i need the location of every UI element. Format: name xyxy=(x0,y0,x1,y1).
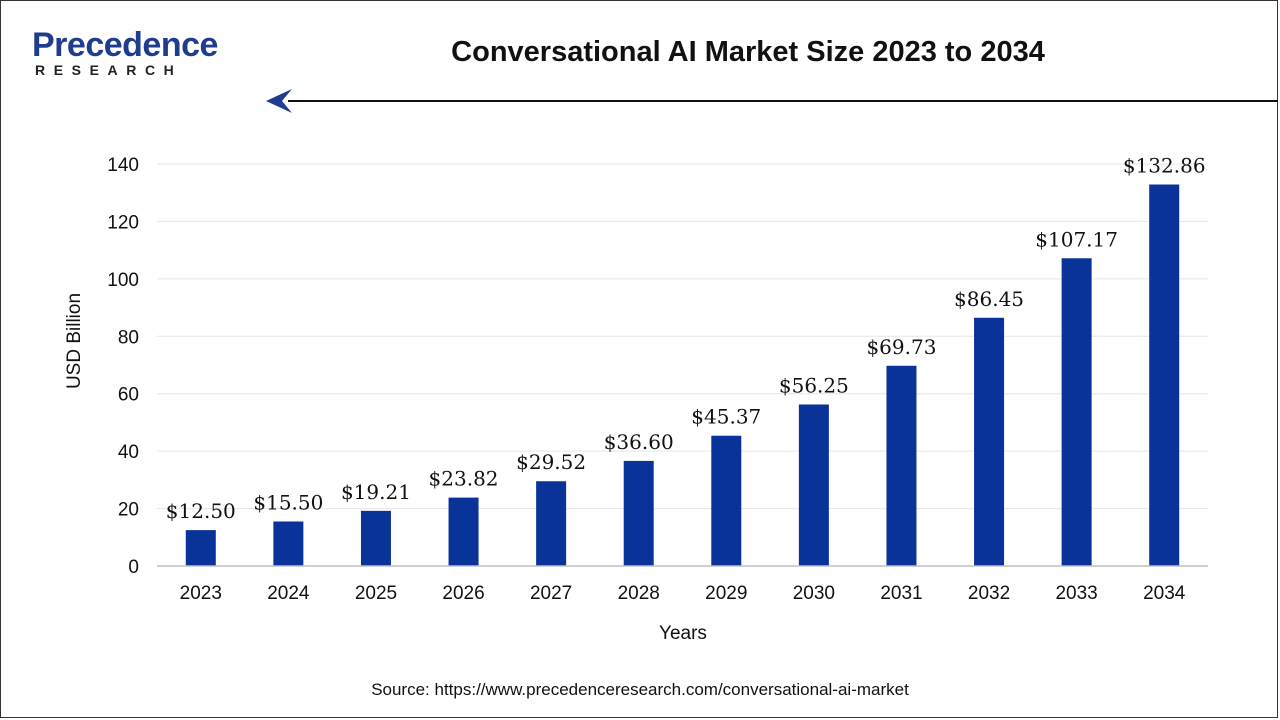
data-label-2026: $23.82 xyxy=(429,467,499,491)
data-label-2027: $29.52 xyxy=(516,450,586,474)
y-tick-label: 0 xyxy=(128,557,139,578)
y-tick-label: 100 xyxy=(107,270,139,291)
y-tick-label: 40 xyxy=(118,442,139,463)
bar-2030 xyxy=(798,404,829,566)
data-label-2034: $132.86 xyxy=(1123,154,1206,178)
data-label-2024: $15.50 xyxy=(253,490,323,514)
x-tick-label-2031: 2031 xyxy=(880,583,922,604)
x-tick-label-2028: 2028 xyxy=(618,583,660,604)
brand-sub: RESEARCH xyxy=(35,62,183,78)
bar-2025 xyxy=(360,510,391,566)
data-labels: $12.50 $15.50 $19.21 $23.82 $29.52 $36.60 $45.… xyxy=(166,154,1206,524)
brand-name: Precedence xyxy=(32,26,218,64)
data-label-2023: $12.50 xyxy=(166,499,236,523)
data-label-2033: $107.17 xyxy=(1035,227,1118,251)
bar-2032 xyxy=(974,317,1005,566)
bar-2026 xyxy=(448,497,479,566)
x-tick-label-2026: 2026 xyxy=(442,583,484,604)
bars xyxy=(185,184,1180,566)
source-note: Source: https://www.precedenceresearch.c… xyxy=(371,680,909,699)
bar-2024 xyxy=(273,521,304,566)
y-axis-title: USD Billion xyxy=(64,293,85,389)
x-tick-label-2032: 2032 xyxy=(968,583,1010,604)
x-tick-label-2029: 2029 xyxy=(705,583,747,604)
x-axis-ticks: 2023 2024 2025 2026 2027 2028 2029 2030 2031 2032… xyxy=(180,583,1186,604)
bar-2027 xyxy=(536,481,567,566)
data-label-2028: $36.60 xyxy=(604,430,674,454)
y-tick-label: 20 xyxy=(118,500,139,521)
bar-2031 xyxy=(886,365,917,566)
x-tick-label-2025: 2025 xyxy=(355,583,397,604)
bar-2029 xyxy=(711,435,742,566)
x-axis-title: Years xyxy=(659,623,707,644)
data-label-2025: $19.21 xyxy=(341,480,411,504)
x-tick-label-2030: 2030 xyxy=(793,583,835,604)
chart-title: Conversational AI Market Size 2023 to 20… xyxy=(451,36,1045,68)
data-label-2031: $69.73 xyxy=(866,335,936,359)
data-label-2032: $86.45 xyxy=(954,287,1024,311)
y-tick-label: 140 xyxy=(107,155,139,176)
grid-lines xyxy=(157,163,1208,510)
bar-2033 xyxy=(1061,258,1092,566)
bar-2034 xyxy=(1149,184,1180,566)
x-tick-label-2027: 2027 xyxy=(530,583,572,604)
arrow-left-icon xyxy=(266,89,292,113)
x-tick-label-2023: 2023 xyxy=(180,583,222,604)
data-label-2030: $56.25 xyxy=(779,373,849,397)
y-tick-label: 60 xyxy=(118,385,139,406)
brand-logo: Precedence RESEARCH xyxy=(32,26,232,82)
y-axis-ticks: 0 20 40 60 80 100 120 140 xyxy=(107,155,139,578)
x-tick-label-2033: 2033 xyxy=(1055,583,1097,604)
data-label-2029: $45.37 xyxy=(691,405,761,429)
x-tick-label-2034: 2034 xyxy=(1143,583,1186,604)
bar-2028 xyxy=(623,460,654,566)
y-tick-label: 80 xyxy=(118,327,139,348)
header-line xyxy=(266,89,1278,113)
y-tick-label: 120 xyxy=(107,212,139,233)
x-tick-label-2024: 2024 xyxy=(267,583,310,604)
bar-2023 xyxy=(185,530,216,566)
